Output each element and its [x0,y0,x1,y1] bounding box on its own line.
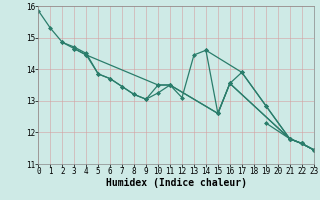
X-axis label: Humidex (Indice chaleur): Humidex (Indice chaleur) [106,178,246,188]
